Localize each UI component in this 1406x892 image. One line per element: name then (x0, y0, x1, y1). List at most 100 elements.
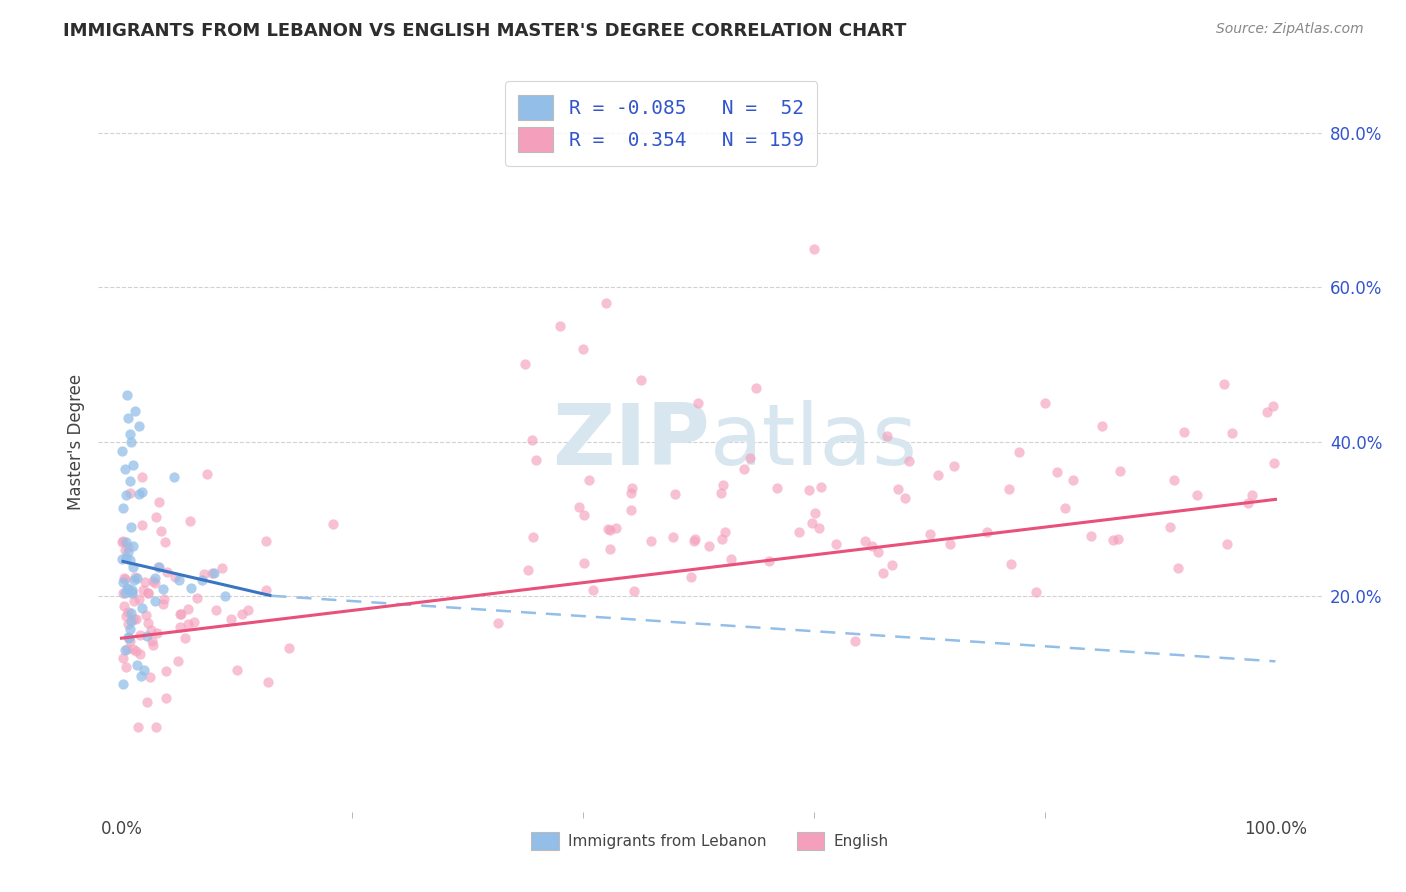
Point (853, 534, 876, 549)
Point (122, 573, 145, 587)
Point (117, 545, 139, 559)
Point (599, 523, 621, 537)
Y-axis label: Master's Degree: Master's Degree (66, 374, 84, 509)
Point (124, 593, 146, 607)
Point (152, 582, 174, 597)
Point (132, 663, 155, 677)
Point (758, 554, 780, 568)
Point (804, 507, 827, 521)
Point (115, 609, 138, 624)
Point (111, 677, 134, 691)
Point (1185, 488, 1208, 502)
Point (236, 603, 259, 617)
Point (898, 454, 921, 468)
Point (128, 486, 150, 500)
Point (918, 527, 941, 541)
Point (153, 592, 176, 607)
Point (125, 571, 148, 585)
Point (120, 614, 142, 628)
Point (205, 603, 228, 617)
Point (766, 481, 789, 495)
Point (111, 586, 134, 600)
Point (112, 599, 135, 614)
Point (131, 601, 153, 615)
Point (254, 582, 277, 597)
Point (572, 508, 595, 523)
Point (486, 615, 509, 630)
Point (145, 720, 167, 734)
Point (136, 695, 159, 709)
Point (810, 480, 832, 494)
Point (120, 607, 142, 621)
Point (122, 458, 145, 472)
Point (121, 585, 143, 599)
Point (322, 516, 344, 531)
Point (136, 616, 159, 631)
Point (139, 670, 162, 684)
Point (882, 558, 904, 573)
Point (142, 639, 165, 653)
Point (219, 612, 242, 626)
Point (120, 633, 142, 648)
Point (138, 585, 160, 599)
Point (170, 607, 193, 622)
Point (146, 560, 169, 574)
Point (1080, 528, 1102, 542)
Text: Source: ZipAtlas.com: Source: ZipAtlas.com (1216, 22, 1364, 37)
Point (211, 561, 233, 575)
Point (844, 634, 866, 648)
Point (942, 459, 965, 474)
Point (143, 576, 166, 591)
Point (201, 566, 224, 580)
Point (128, 591, 150, 606)
Point (114, 462, 136, 476)
Point (117, 630, 139, 644)
Point (117, 617, 139, 632)
Point (111, 575, 134, 590)
Point (598, 522, 620, 536)
Point (1107, 532, 1129, 546)
Point (155, 690, 177, 705)
Point (630, 373, 652, 387)
Point (711, 478, 734, 492)
Point (191, 574, 214, 588)
Point (141, 633, 163, 648)
Point (517, 563, 540, 577)
Point (124, 570, 146, 584)
Point (111, 535, 134, 549)
Point (808, 521, 831, 535)
Point (568, 500, 591, 515)
Point (155, 665, 177, 679)
Point (623, 584, 645, 599)
Point (173, 631, 195, 645)
Point (620, 485, 643, 500)
Point (156, 565, 179, 579)
Point (135, 629, 157, 643)
Point (117, 606, 139, 620)
Point (621, 481, 644, 495)
Point (166, 654, 188, 668)
Point (128, 628, 150, 642)
Point (231, 607, 253, 621)
Point (1212, 376, 1234, 391)
Point (112, 501, 135, 516)
Point (1091, 419, 1114, 434)
Point (1237, 496, 1260, 510)
Point (664, 486, 686, 500)
Point (927, 468, 949, 483)
Point (688, 396, 710, 410)
Point (1008, 445, 1031, 459)
Point (124, 403, 146, 417)
Point (115, 488, 138, 502)
Point (125, 612, 148, 626)
Point (1053, 501, 1076, 516)
Point (117, 582, 139, 596)
Point (143, 594, 166, 608)
Point (120, 520, 142, 534)
Point (118, 485, 141, 500)
Point (145, 510, 167, 524)
Point (114, 586, 136, 600)
Point (256, 674, 278, 689)
Point (605, 521, 627, 535)
Text: ZIP: ZIP (553, 400, 710, 483)
